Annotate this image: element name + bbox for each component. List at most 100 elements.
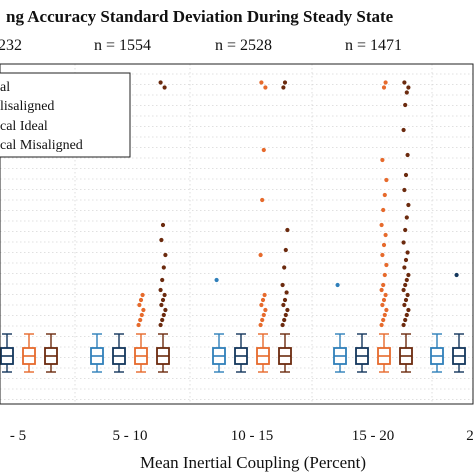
- outlier-point: [163, 307, 168, 313]
- outlier-point: [402, 80, 407, 85]
- outlier-point: [158, 287, 163, 293]
- outlier-point: [381, 242, 387, 248]
- outlier-point: [381, 85, 387, 90]
- outlier-point: [382, 272, 387, 278]
- outlier-point: [401, 127, 406, 133]
- outlier-point: [262, 292, 267, 298]
- outlier-point: [401, 322, 406, 328]
- outlier-point: [259, 302, 264, 308]
- box-1-1: [112, 333, 126, 373]
- outlier-point: [403, 297, 409, 303]
- outlier-point: [260, 197, 265, 203]
- outlier-point: [261, 312, 266, 318]
- box-0-1: [0, 333, 14, 373]
- outlier-point: [137, 302, 142, 308]
- outlier-point: [159, 237, 164, 243]
- outlier-point: [136, 322, 141, 328]
- outlier-point: [405, 152, 410, 158]
- box-1-0: [90, 333, 104, 373]
- outlier-point: [404, 277, 409, 283]
- count-label-0: 232: [0, 37, 22, 54]
- outlier-point: [263, 85, 268, 90]
- outlier-point: [161, 265, 166, 270]
- outlier-point: [381, 207, 386, 213]
- outlier-point: [159, 302, 164, 308]
- outlier-point: [261, 147, 266, 153]
- outlier-point: [140, 292, 145, 298]
- outlier-point: [384, 307, 389, 313]
- outlier-point: [214, 277, 219, 283]
- box-1-2: [134, 333, 148, 373]
- outlier-point: [258, 322, 263, 328]
- outlier-point: [160, 297, 166, 303]
- box-4-1: [452, 333, 466, 373]
- outlier-point: [381, 317, 386, 323]
- outlier-point: [138, 297, 144, 303]
- count-label-2: n = 2528: [215, 37, 272, 54]
- outlier-point: [406, 85, 411, 90]
- box-1-3: [156, 333, 170, 373]
- outlier-point: [163, 252, 168, 258]
- outlier-point: [404, 90, 409, 95]
- outlier-point: [139, 312, 144, 318]
- outlier-point: [263, 307, 268, 313]
- legend: al lisaligned cal Ideal cal Misaligned: [0, 72, 131, 158]
- box-3-0: [333, 333, 347, 373]
- outlier-point: [282, 80, 288, 85]
- outlier-point: [379, 322, 384, 328]
- outlier-point: [281, 85, 286, 90]
- box-3-1: [355, 333, 369, 373]
- outlier-point: [382, 312, 387, 318]
- x-tick-label-1: 5 - 10: [113, 428, 148, 444]
- box-2-2: [256, 333, 270, 373]
- outlier-point: [158, 80, 163, 85]
- box-0-2: [22, 333, 36, 373]
- box-layer: [0, 80, 466, 373]
- outlier-point: [259, 80, 264, 85]
- grid: [0, 64, 473, 404]
- outlier-point: [403, 317, 408, 323]
- box-0-3: [44, 333, 58, 373]
- outlier-point: [402, 302, 407, 308]
- outlier-point: [285, 307, 290, 313]
- outlier-point: [406, 307, 411, 313]
- chart-title: ng Accuracy Standard Deviation During St…: [6, 7, 394, 26]
- outlier-point: [283, 312, 288, 318]
- outlier-point: [381, 282, 386, 288]
- outlier-point: [162, 85, 167, 90]
- outlier-point: [282, 265, 287, 270]
- box-2-1: [234, 333, 248, 373]
- outlier-point: [258, 252, 263, 258]
- outlier-point: [405, 250, 410, 255]
- outlier-point: [282, 317, 287, 323]
- outlier-point: [160, 277, 165, 283]
- outlier-point: [402, 265, 407, 270]
- x-tick-label-3: 15 - 20: [352, 428, 395, 444]
- outlier-point: [138, 317, 143, 323]
- outlier-point: [406, 202, 411, 208]
- outlier-point: [283, 247, 288, 253]
- box-4-0: [430, 333, 444, 373]
- legend-entry-2: cal Ideal: [0, 119, 48, 134]
- outlier-point: [405, 292, 410, 298]
- outlier-point: [404, 215, 409, 220]
- outlier-point: [335, 282, 340, 288]
- outlier-point: [401, 287, 406, 293]
- outlier-point: [383, 80, 388, 85]
- outlier-point: [401, 240, 406, 245]
- count-label-3: n = 1471: [345, 37, 402, 54]
- outlier-point: [402, 187, 407, 193]
- outlier-point: [383, 292, 388, 298]
- outlier-point: [383, 232, 388, 238]
- outlier-point: [403, 227, 408, 233]
- outlier-point: [285, 227, 290, 233]
- outlier-point: [161, 312, 166, 318]
- legend-box: [0, 72, 131, 158]
- box-3-3: [399, 333, 413, 373]
- outlier-point: [403, 172, 409, 178]
- outlier-point: [382, 192, 387, 198]
- outlier-point: [384, 262, 389, 268]
- outlier-point: [403, 282, 408, 288]
- outlier-point: [141, 307, 146, 313]
- box-3-2: [377, 333, 391, 373]
